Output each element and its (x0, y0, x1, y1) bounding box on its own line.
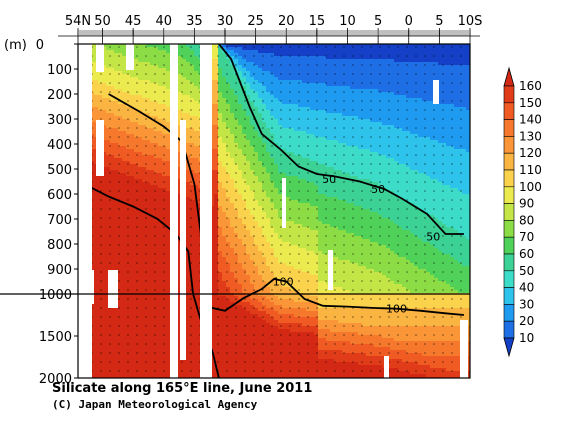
y-tick-label-0: 0 (36, 38, 44, 53)
colorbar-label-150: 150 (519, 96, 542, 110)
colorbar-label-80: 80 (519, 213, 534, 227)
gap-8 (180, 120, 186, 360)
colorbar-label-10: 10 (519, 331, 534, 345)
x-tick-label-12: 5 (435, 14, 443, 29)
colorbar: 10 20 30 40 50 60 70 80 90 100 110 120 130 140 150 160 (503, 66, 542, 358)
x-tick-label-8: 15 (309, 14, 326, 29)
colorbar-label-30: 30 (519, 297, 534, 311)
x-tick-label-13: 10S (458, 14, 483, 29)
y-tick-label-700: 700 (47, 213, 72, 228)
y-tick-label-500: 500 (47, 163, 72, 178)
colorbar-box (503, 236, 515, 255)
colorbar-box (503, 320, 515, 339)
gap-3 (96, 44, 104, 72)
x-tick-label-7: 20 (278, 14, 295, 29)
x-tick-label-3: 40 (155, 14, 172, 29)
colorbar-box (503, 270, 515, 288)
contour-labels: 50 50 50 100 100 (273, 173, 441, 315)
gap-12 (384, 356, 389, 378)
contour-label-3: 100 (273, 276, 294, 289)
colorbar-label-40: 40 (519, 281, 534, 295)
y-tick-label-2000: 2000 (39, 372, 72, 387)
x-tick-label-2: 45 (125, 14, 142, 29)
x-tick-label-10: 5 (374, 14, 382, 29)
colorbar-label-60: 60 (519, 247, 534, 261)
gap-10 (328, 250, 333, 290)
x-tick-label-0: 54N (65, 14, 91, 29)
y-tick-label-900: 900 (47, 263, 72, 278)
chart-credit: (C) Japan Meteorological Agency (52, 398, 258, 411)
colorbar-box (503, 136, 515, 154)
colorbar-label-160: 160 (519, 79, 542, 93)
colorbar-box (503, 102, 515, 120)
gap-1 (200, 44, 212, 378)
gap-11 (282, 178, 286, 228)
contour-100 (108, 93, 464, 316)
colorbar-box (503, 119, 515, 137)
colorbar-label-110: 110 (519, 163, 542, 177)
gap-5 (96, 120, 104, 176)
colorbar-box (503, 203, 515, 221)
y-tick-label-800: 800 (47, 238, 72, 253)
gap-4 (126, 44, 134, 70)
colorbar-box (503, 85, 515, 104)
gap-2 (78, 44, 92, 378)
colorbar-box (503, 253, 515, 272)
gap-6 (108, 270, 118, 308)
gap-7 (86, 270, 94, 304)
x-tick-label-1: 50 (94, 14, 111, 29)
x-tick-label-11: 0 (405, 14, 413, 29)
x-tick-label-6: 25 (247, 14, 264, 29)
colorbar-max-arrow (503, 66, 515, 87)
colorbar-box (503, 169, 515, 188)
colorbar-label-70: 70 (519, 230, 534, 244)
colorbar-label-90: 90 (519, 197, 534, 211)
colorbar-box (503, 186, 515, 204)
colorbar-box (503, 152, 515, 171)
plot-frame (77, 43, 471, 379)
colorbar-box (503, 220, 515, 238)
x-tick-label-5: 30 (217, 14, 234, 29)
colorbar-label-140: 140 (519, 113, 542, 127)
missing-data-gaps (0, 44, 470, 378)
y-tick-label-100: 100 (47, 63, 72, 78)
colorbar-box (503, 304, 515, 322)
y-tick-label-1500: 1500 (39, 330, 72, 345)
x-tick-label-9: 10 (339, 14, 356, 29)
gap-0 (170, 44, 178, 378)
depth-unit-label: (m) (4, 38, 27, 53)
colorbar-min-arrow (503, 337, 515, 358)
colorbar-label-50: 50 (519, 264, 534, 278)
y-tick-label-400: 400 (47, 138, 72, 153)
y-tick-label-1000: 1000 (39, 288, 72, 303)
x-tick-label-4: 35 (186, 14, 203, 29)
colorbar-label-130: 130 (519, 129, 542, 143)
y-axis: 100 200 300 400 500 600 700 800 900 0 1000 1500 2000 (36, 38, 78, 387)
y-tick-label-600: 600 (47, 188, 72, 203)
colorbar-label-120: 120 (519, 146, 542, 160)
contour-label-1: 50 (371, 183, 385, 196)
y-tick-label-300: 300 (47, 113, 72, 128)
gap-9 (433, 80, 439, 104)
x-axis: 54N 50 45 40 35 30 25 20 15 10 5 0 5 10S (58, 14, 482, 44)
station-dots (78, 44, 470, 378)
contour-label-4: 100 (386, 302, 407, 315)
plot-border (77, 43, 471, 379)
contour-label-2: 50 (426, 231, 440, 244)
chart-title: Silicate along 165°E line, June 2011 (52, 381, 313, 396)
gap-13 (460, 320, 468, 378)
colorbar-box (503, 287, 515, 305)
y-tick-label-200: 200 (47, 88, 72, 103)
contour-label-0: 50 (322, 173, 336, 186)
colorbar-label-20: 20 (519, 314, 534, 328)
colorbar-label-100: 100 (519, 180, 542, 194)
contour-50 (218, 44, 464, 235)
